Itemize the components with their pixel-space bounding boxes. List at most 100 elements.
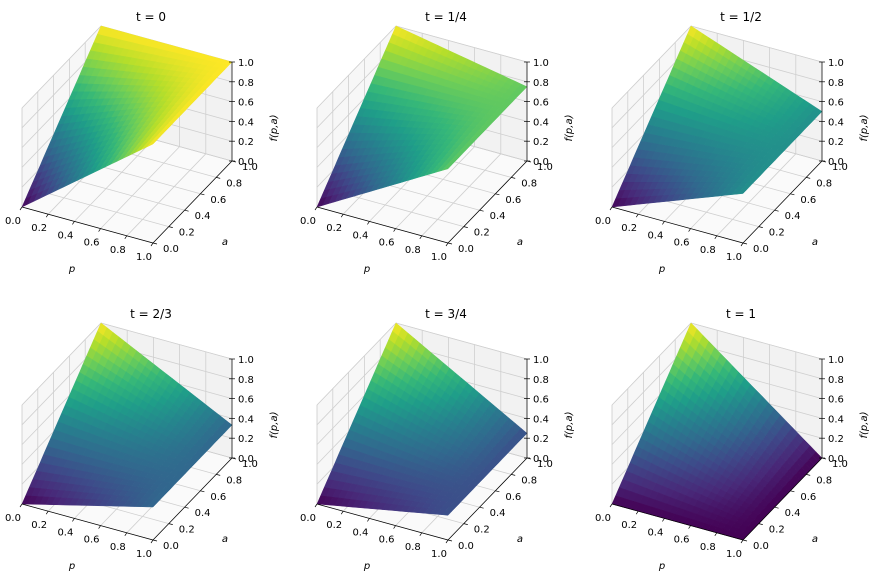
y-tick bbox=[152, 242, 158, 245]
subplot-title: t = 2/3 bbox=[130, 307, 172, 321]
gridline bbox=[100, 146, 180, 229]
x-tick bbox=[662, 221, 665, 225]
y-tick bbox=[742, 539, 748, 542]
x-tick bbox=[150, 242, 154, 247]
subplot-3: t = 1/20.00.20.40.60.81.00.00.20.40.60.8… bbox=[595, 10, 870, 275]
x-tick-label: 0.8 bbox=[700, 542, 716, 553]
x-tick bbox=[445, 539, 449, 544]
x-tick bbox=[740, 539, 744, 544]
z-tick-label: 0.2 bbox=[828, 434, 844, 445]
z-tick-label: 0.6 bbox=[238, 395, 254, 406]
y-tick-label: 0.4 bbox=[490, 508, 506, 519]
x-tick-label: 0.4 bbox=[352, 527, 368, 538]
subplot-1: t = 00.00.20.40.60.81.00.00.20.40.60.81.… bbox=[5, 10, 280, 275]
y-tick-label: 0.0 bbox=[753, 541, 769, 552]
y-tick bbox=[168, 226, 173, 228]
x-tick-label: 0.8 bbox=[110, 542, 126, 553]
x-tick-label: 0.8 bbox=[700, 245, 716, 256]
x-tick bbox=[419, 235, 423, 239]
x-tick bbox=[124, 235, 128, 239]
y-axis-line bbox=[152, 160, 233, 244]
x-tick bbox=[609, 206, 613, 211]
x-tick-label: 0.6 bbox=[84, 238, 100, 249]
y-axis-label: a bbox=[222, 237, 228, 248]
gridline bbox=[611, 25, 692, 109]
x-tick-label: 0.4 bbox=[647, 527, 663, 538]
x-tick bbox=[445, 242, 449, 247]
gridline bbox=[421, 153, 502, 237]
gridline bbox=[395, 146, 475, 229]
x-axis-line bbox=[21, 206, 154, 244]
y-tick-label: 0.2 bbox=[474, 228, 490, 239]
z-tick-label: 0.6 bbox=[533, 395, 549, 406]
x-tick-label: 1.0 bbox=[726, 252, 742, 263]
z-tick-label: 0.0 bbox=[533, 454, 549, 465]
y-tick-label: 0.4 bbox=[785, 211, 801, 222]
z-axis-label: f(p,a) bbox=[859, 412, 870, 439]
x-tick bbox=[340, 511, 344, 515]
x-tick bbox=[419, 532, 423, 536]
y-tick-label: 0.4 bbox=[195, 508, 211, 519]
subplot-2: t = 1/40.00.20.40.60.81.00.00.20.40.60.8… bbox=[300, 10, 575, 275]
y-tick-label: 0.2 bbox=[769, 525, 785, 536]
surface bbox=[316, 25, 528, 208]
x-tick-label: 0.4 bbox=[352, 230, 368, 241]
y-tick bbox=[742, 242, 748, 245]
x-axis-label: p bbox=[68, 561, 75, 572]
x-tick-label: 0.8 bbox=[110, 245, 126, 256]
y-tick bbox=[479, 209, 484, 212]
x-tick-label: 0.2 bbox=[326, 223, 342, 234]
x-tick bbox=[314, 206, 318, 211]
x-tick-label: 0.6 bbox=[379, 238, 395, 249]
gridline bbox=[690, 25, 823, 63]
y-tick-label: 0.2 bbox=[179, 525, 195, 536]
x-tick-label: 0.0 bbox=[595, 513, 611, 524]
y-tick-label: 1.0 bbox=[537, 162, 553, 173]
x-tick bbox=[19, 503, 23, 508]
y-tick-label: 0.6 bbox=[505, 195, 521, 206]
y-tick bbox=[806, 177, 811, 179]
y-tick bbox=[168, 523, 173, 525]
z-tick-label: 1.0 bbox=[828, 58, 844, 69]
z-tick-label: 0.6 bbox=[828, 98, 844, 109]
y-tick bbox=[774, 506, 779, 509]
x-tick bbox=[635, 511, 639, 515]
x-tick-label: 0.2 bbox=[621, 520, 637, 531]
z-tick-label: 1.0 bbox=[533, 58, 549, 69]
y-tick-label: 0.2 bbox=[474, 525, 490, 536]
x-tick bbox=[662, 518, 665, 522]
y-tick bbox=[184, 506, 189, 509]
y-tick-label: 0.0 bbox=[458, 541, 474, 552]
y-tick-label: 0.0 bbox=[753, 244, 769, 255]
x-tick bbox=[340, 214, 344, 218]
y-tick-label: 0.6 bbox=[210, 195, 226, 206]
subplot-title: t = 1/2 bbox=[720, 10, 762, 24]
x-tick bbox=[367, 221, 370, 225]
surface bbox=[611, 25, 823, 208]
x-tick-label: 0.4 bbox=[57, 230, 73, 241]
x-tick bbox=[314, 503, 318, 508]
y-tick bbox=[774, 209, 779, 212]
y-tick bbox=[152, 539, 158, 542]
x-axis-label: p bbox=[363, 264, 370, 275]
z-tick-label: 0.0 bbox=[828, 454, 844, 465]
z-tick-label: 0.2 bbox=[238, 434, 254, 445]
gridline bbox=[316, 322, 397, 406]
y-axis-line bbox=[447, 160, 528, 244]
y-tick bbox=[758, 523, 763, 525]
y-tick bbox=[479, 506, 484, 509]
y-tick-label: 0.8 bbox=[816, 475, 832, 486]
x-tick-label: 1.0 bbox=[431, 252, 447, 263]
x-tick-label: 0.0 bbox=[300, 216, 316, 227]
z-tick-label: 0.4 bbox=[238, 414, 254, 425]
surface bbox=[21, 322, 233, 508]
x-tick bbox=[635, 214, 639, 218]
z-tick-label: 0.8 bbox=[828, 375, 844, 386]
x-tick bbox=[688, 228, 691, 232]
z-tick-label: 0.0 bbox=[828, 157, 844, 168]
z-tick-label: 0.4 bbox=[828, 414, 844, 425]
z-tick-label: 1.0 bbox=[828, 355, 844, 366]
y-tick bbox=[463, 226, 468, 228]
x-tick-label: 0.6 bbox=[84, 535, 100, 546]
